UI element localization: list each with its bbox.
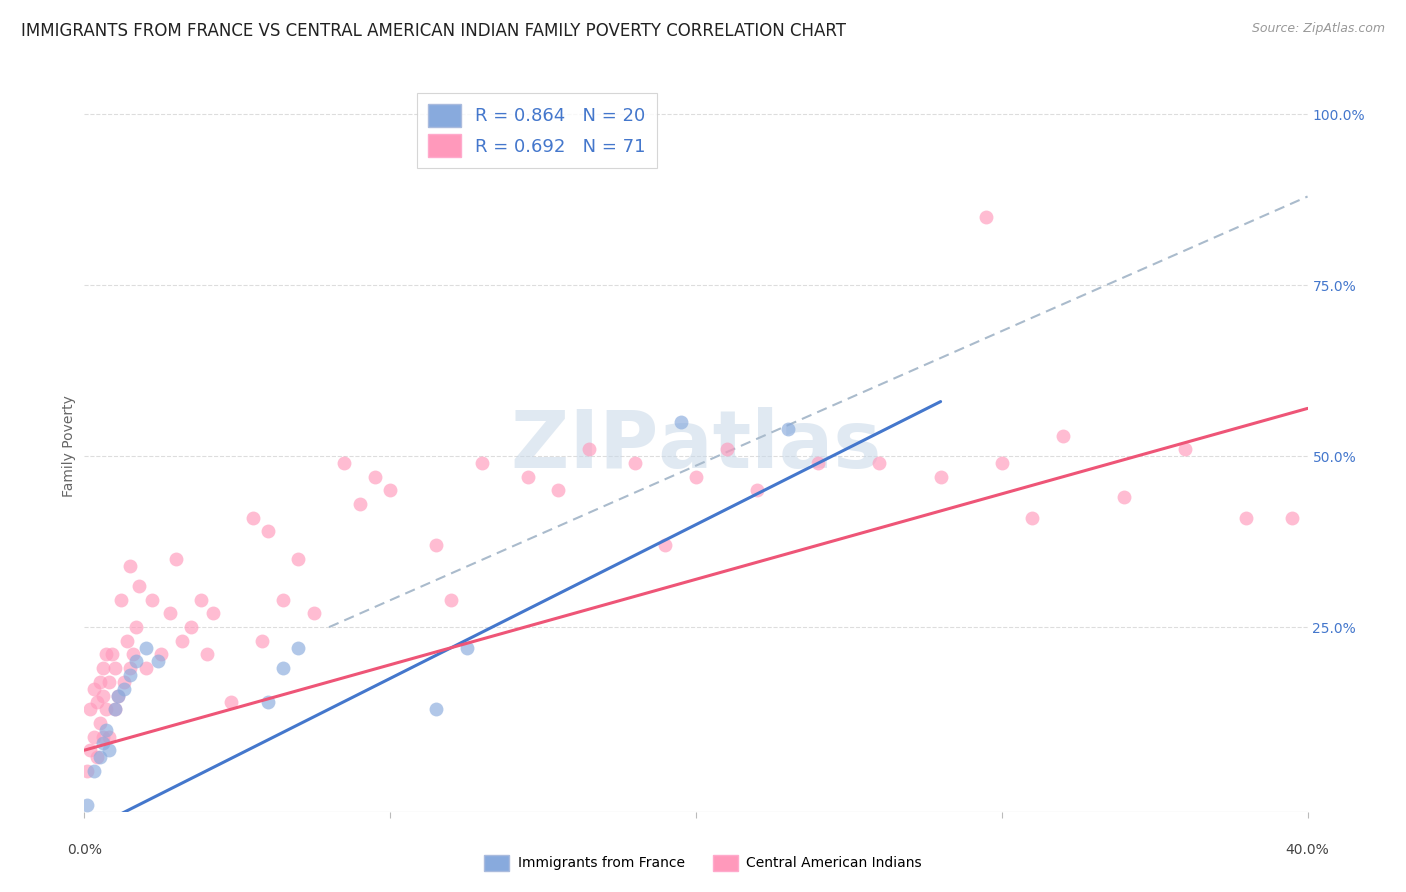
Point (94, 648, 117, 662)
Point (89, 750, 111, 764)
Point (1174, 442, 1197, 457)
Point (89, 715, 111, 730)
Point (1114, 490, 1136, 504)
Point (146, 654, 169, 668)
Point (1236, 510, 1258, 524)
Point (165, 551, 187, 566)
Point (107, 689, 129, 703)
Point (94, 702, 117, 716)
Point (135, 661, 157, 675)
Point (120, 661, 142, 675)
Text: Source: ZipAtlas.com: Source: ZipAtlas.com (1251, 22, 1385, 36)
Point (86, 750, 108, 764)
Point (76, 797, 98, 812)
Point (112, 681, 135, 696)
Point (76, 764, 98, 778)
Point (89, 674, 111, 689)
Point (97, 743, 120, 757)
Point (685, 469, 707, 483)
Point (250, 633, 273, 648)
Point (976, 210, 998, 224)
Point (1281, 510, 1303, 524)
Point (287, 551, 309, 566)
Point (302, 607, 325, 621)
Point (104, 702, 127, 716)
Point (91, 736, 114, 750)
Point (257, 524, 280, 539)
Point (122, 648, 145, 662)
Point (112, 674, 135, 689)
Point (107, 689, 129, 703)
Point (1021, 510, 1043, 524)
Point (83, 764, 105, 778)
Point (104, 661, 127, 675)
Point (271, 661, 294, 675)
Point (120, 558, 142, 573)
Point (456, 640, 478, 655)
Point (172, 633, 194, 648)
Point (195, 648, 218, 662)
Point (578, 442, 600, 457)
Point (287, 640, 309, 655)
Point (83, 681, 105, 696)
Point (91, 661, 114, 675)
Point (624, 456, 647, 470)
Point (79, 743, 101, 757)
Point (380, 483, 402, 498)
Point (257, 695, 280, 709)
Point (97, 730, 120, 744)
Point (83, 730, 105, 744)
Point (128, 579, 150, 593)
Text: 40.0%: 40.0% (1285, 843, 1330, 857)
Point (159, 607, 181, 621)
Point (1052, 429, 1074, 443)
Legend: Immigrants from France, Central American Indians: Immigrants from France, Central American… (479, 849, 927, 876)
Point (115, 633, 138, 648)
Point (425, 702, 447, 716)
Point (991, 456, 1014, 470)
Point (141, 592, 163, 607)
Point (219, 695, 242, 709)
Point (349, 497, 371, 511)
Point (929, 469, 952, 483)
Point (125, 654, 148, 668)
Text: 0.0%: 0.0% (67, 843, 101, 857)
Point (716, 442, 738, 457)
Point (125, 620, 148, 634)
Point (425, 538, 447, 552)
Point (242, 510, 264, 524)
Point (110, 592, 132, 607)
Point (547, 483, 569, 498)
Legend: R = 0.864   N = 20, R = 0.692   N = 71: R = 0.864 N = 20, R = 0.692 N = 71 (418, 93, 657, 169)
Point (190, 592, 212, 607)
Point (776, 422, 799, 436)
Point (94, 723, 117, 737)
Point (101, 648, 124, 662)
Point (869, 456, 891, 470)
Text: IMMIGRANTS FROM FRANCE VS CENTRAL AMERICAN INDIAN FAMILY POVERTY CORRELATION CHA: IMMIGRANTS FROM FRANCE VS CENTRAL AMERIC… (21, 22, 846, 40)
Point (91, 730, 114, 744)
Point (180, 620, 202, 634)
Y-axis label: Family Poverty: Family Poverty (62, 395, 76, 497)
Point (149, 648, 172, 662)
Point (654, 538, 676, 552)
Point (79, 702, 101, 716)
Point (440, 592, 463, 607)
Point (104, 702, 127, 716)
Text: ZIP​atlas: ZIP​atlas (510, 407, 882, 485)
Point (807, 456, 830, 470)
Point (271, 592, 294, 607)
Point (86, 695, 108, 709)
Point (333, 456, 356, 470)
Point (669, 415, 692, 429)
Point (120, 668, 142, 682)
Point (364, 469, 387, 483)
Point (135, 640, 157, 655)
Point (747, 483, 769, 498)
Point (516, 469, 538, 483)
Point (471, 456, 494, 470)
Point (97, 674, 120, 689)
Point (91, 689, 114, 703)
Point (201, 607, 224, 621)
